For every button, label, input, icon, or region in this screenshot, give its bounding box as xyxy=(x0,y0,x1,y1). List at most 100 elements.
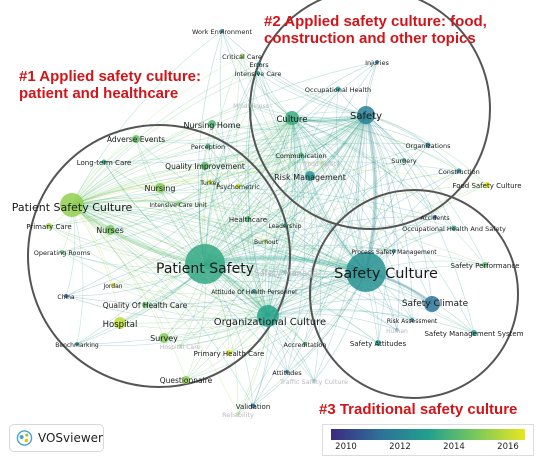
link-organizational-culture-risk-management xyxy=(267,175,311,317)
node-adverse-events[interactable] xyxy=(132,135,140,143)
node-hospital[interactable] xyxy=(114,317,126,329)
label-occupational-health: Occupational Health xyxy=(305,86,371,94)
year-color-legend: 2010 2012 2014 2016 xyxy=(322,424,534,456)
link-culture-occupational-health-and-safety xyxy=(291,117,455,229)
node-organizational-culture[interactable] xyxy=(257,305,279,327)
label-questionnaire: Questionnaire xyxy=(160,376,213,385)
node-risk-management[interactable] xyxy=(305,171,315,181)
node-organizations[interactable] xyxy=(425,142,431,148)
node-food-safety[interactable] xyxy=(320,161,324,165)
node-accreditation[interactable] xyxy=(303,342,307,346)
node-intensive-care-unit[interactable] xyxy=(176,202,180,206)
node-china[interactable] xyxy=(64,294,68,298)
link-culture-accreditation xyxy=(291,117,314,345)
node-nurses[interactable] xyxy=(105,225,115,235)
node-survey[interactable] xyxy=(159,333,169,343)
node-safety-management[interactable] xyxy=(283,270,287,274)
node-safety-climate[interactable] xyxy=(424,296,440,312)
link-culture-operating-rooms xyxy=(61,117,293,253)
link-safety-safety-performance xyxy=(365,114,486,266)
node-quality-of-health-care[interactable] xyxy=(142,302,148,308)
node-occupational-health[interactable] xyxy=(335,86,341,92)
link-patient-safety-culture-intensive-care xyxy=(71,72,259,206)
node-work-environment[interactable] xyxy=(220,29,224,33)
node-food-safety-culture[interactable] xyxy=(484,182,490,188)
node-patient-safety-culture[interactable] xyxy=(60,193,84,217)
node-jordan[interactable] xyxy=(111,283,115,287)
link-safety-critical-care xyxy=(241,55,367,116)
node-quality-improvement[interactable] xyxy=(201,162,209,170)
node-nursing[interactable] xyxy=(155,183,165,193)
node-construction[interactable] xyxy=(456,168,462,174)
link-organizational-culture-work-environment xyxy=(219,30,269,317)
node-intensive-care[interactable] xyxy=(256,71,260,75)
node-surgery[interactable] xyxy=(402,158,406,162)
node-safety-attitudes[interactable] xyxy=(375,340,381,346)
node-communication[interactable] xyxy=(298,152,304,158)
node-turkey[interactable] xyxy=(208,180,212,184)
cluster-title-c2-line1: #2 Applied safety culture: food, xyxy=(264,13,487,30)
node-errors[interactable] xyxy=(257,62,261,66)
link-patient-safety-culture-attitude-of-health-personnel xyxy=(71,204,255,292)
legend-tick-2010: 2010 xyxy=(335,442,357,452)
link-patient-safety-culture-process-safety-management xyxy=(71,201,395,252)
node-validation[interactable] xyxy=(250,403,256,409)
node-reliability[interactable] xyxy=(236,412,240,416)
node-burnout[interactable] xyxy=(264,239,268,243)
node-attitudes[interactable] xyxy=(285,370,289,374)
node-nursing-home[interactable] xyxy=(208,120,216,128)
link-safety-intensive-care-unit xyxy=(177,114,367,205)
node-occupational-health-and-safety[interactable] xyxy=(451,225,457,231)
node-perception[interactable] xyxy=(205,143,211,149)
node-hospital-care[interactable] xyxy=(178,344,182,348)
link-organizational-culture-survey xyxy=(163,315,269,339)
node-accidents[interactable] xyxy=(433,215,437,219)
link-patient-safety-culture-communication xyxy=(71,154,302,206)
node-culture[interactable] xyxy=(285,111,299,125)
link-culture-jordan xyxy=(112,117,293,286)
link-safety-human xyxy=(365,114,400,331)
link-patient-safety-culture-critical-care xyxy=(71,55,243,206)
node-long-term-care[interactable] xyxy=(101,159,107,165)
link-safety-jordan xyxy=(112,114,367,286)
node-questionnaire[interactable] xyxy=(182,376,190,384)
link-patient-safety-culture-turkey xyxy=(71,180,211,206)
link-culture-healthcare xyxy=(247,117,293,220)
label-hospital: Hospital xyxy=(103,320,138,330)
link-safety-culture-questionnaire xyxy=(185,271,367,381)
link-patient-safety-culture-healthcare xyxy=(71,199,249,220)
link-organizational-culture-communication xyxy=(267,154,302,317)
node-safety-culture[interactable] xyxy=(346,252,386,292)
node-risk-assessment[interactable] xyxy=(410,318,414,322)
node-operating-rooms[interactable] xyxy=(60,250,64,254)
node-primary-health-care[interactable] xyxy=(226,350,232,356)
node-traffic-safety-culture[interactable] xyxy=(312,379,316,383)
node-psychometric[interactable] xyxy=(235,183,241,189)
link-organizational-culture-jordan xyxy=(112,284,269,317)
node-primary-care[interactable] xyxy=(46,223,52,229)
node-human[interactable] xyxy=(395,328,399,332)
node-benchmarking[interactable] xyxy=(75,342,79,346)
link-safety-culture-validation xyxy=(252,271,367,407)
node-critical-care[interactable] xyxy=(239,53,245,59)
node-mindfulness[interactable] xyxy=(249,103,253,107)
node-process-safety-management[interactable] xyxy=(392,249,396,253)
node-injuries[interactable] xyxy=(375,60,379,64)
label-safety-culture: Safety Culture xyxy=(334,266,438,282)
node-safety-management-system[interactable] xyxy=(471,330,477,336)
label-organizations: Organizations xyxy=(406,142,452,150)
link-patient-safety-culture-hospital-care xyxy=(71,204,181,347)
link-safety-culture-long-term-care xyxy=(103,161,367,273)
link-culture-quality-of-health-care xyxy=(144,117,293,306)
node-safety[interactable] xyxy=(357,106,375,124)
link-culture-safety-management-system xyxy=(291,117,475,334)
node-attitude-of-health-personnel[interactable] xyxy=(252,289,256,293)
node-safety-performance[interactable] xyxy=(482,262,488,268)
link-patient-safety-culture-safety-culture xyxy=(71,204,367,273)
link-culture-psychometric xyxy=(237,117,293,187)
node-leadership[interactable] xyxy=(283,223,287,227)
node-healthcare[interactable] xyxy=(245,216,251,222)
label-traffic-safety-culture: Traffic Safety Culture xyxy=(279,378,348,386)
node-patient-safety[interactable] xyxy=(185,244,225,284)
link-organizational-culture-organizations xyxy=(267,144,429,317)
